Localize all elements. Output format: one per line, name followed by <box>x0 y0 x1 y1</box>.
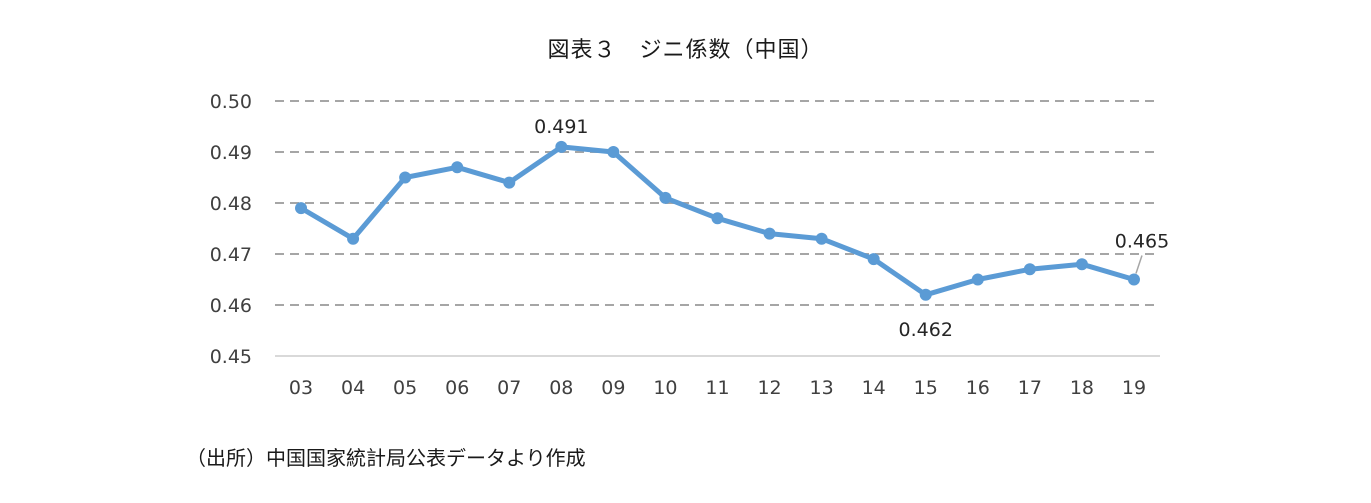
x-tick-label: 14 <box>862 377 886 399</box>
data-point-marker <box>399 171 412 184</box>
data-point-marker <box>1023 263 1036 276</box>
data-point-marker <box>919 288 932 301</box>
source-note: （出所）中国国家統計局公表データより作成 <box>186 446 586 470</box>
x-tick-label: 12 <box>757 377 781 399</box>
x-tick-label: 07 <box>497 377 521 399</box>
data-point-marker <box>295 202 308 215</box>
x-axis: 03 04 05 06 07 08 09 10 11 12 13 14 15 16 17 18 19 <box>289 377 1146 399</box>
data-point-marker <box>347 232 360 245</box>
x-tick-label: 15 <box>914 377 938 399</box>
gridlines <box>275 100 1160 357</box>
data-point-marker <box>607 146 620 158</box>
x-tick-label: 17 <box>1018 377 1042 399</box>
x-tick-label: 06 <box>445 377 469 399</box>
x-tick-label: 09 <box>601 377 625 399</box>
data-labels: 0.491 0.462 0.465 <box>534 116 1169 341</box>
data-point-marker <box>1127 273 1140 286</box>
x-tick-label: 08 <box>549 377 573 399</box>
data-point-marker <box>1075 258 1088 271</box>
y-axis: 0.50 0.49 0.48 0.47 0.46 0.45 <box>210 91 252 368</box>
x-tick-label: 03 <box>289 377 313 399</box>
data-point-marker <box>659 191 672 204</box>
data-label: 0.491 <box>534 116 588 138</box>
data-label: 0.462 <box>899 319 953 341</box>
data-point-marker <box>503 176 516 189</box>
x-tick-label: 18 <box>1070 377 1094 399</box>
y-tick-label: 0.49 <box>210 142 252 164</box>
data-point-marker <box>867 253 880 266</box>
x-tick-label: 13 <box>810 377 834 399</box>
y-tick-label: 0.47 <box>210 244 252 266</box>
data-point-marker <box>971 273 984 286</box>
leader-line <box>1135 255 1143 274</box>
data-point-marker <box>555 140 568 153</box>
x-tick-label: 10 <box>653 377 677 399</box>
data-label: 0.465 <box>1115 231 1169 253</box>
y-tick-label: 0.46 <box>210 295 252 317</box>
data-point-marker <box>711 212 724 225</box>
chart-title: 図表３ ジニ係数（中国） <box>547 38 824 63</box>
y-tick-label: 0.45 <box>210 346 252 368</box>
x-tick-label: 11 <box>705 377 729 399</box>
data-point-marker <box>451 161 464 174</box>
x-tick-label: 05 <box>393 377 417 399</box>
series-gini <box>295 140 1140 301</box>
data-point-marker <box>815 232 828 245</box>
x-tick-label: 16 <box>966 377 990 399</box>
data-point-marker <box>763 227 776 240</box>
y-tick-label: 0.48 <box>210 193 252 215</box>
y-tick-label: 0.50 <box>210 91 252 113</box>
x-tick-label: 04 <box>341 377 365 399</box>
x-tick-label: 19 <box>1122 377 1146 399</box>
